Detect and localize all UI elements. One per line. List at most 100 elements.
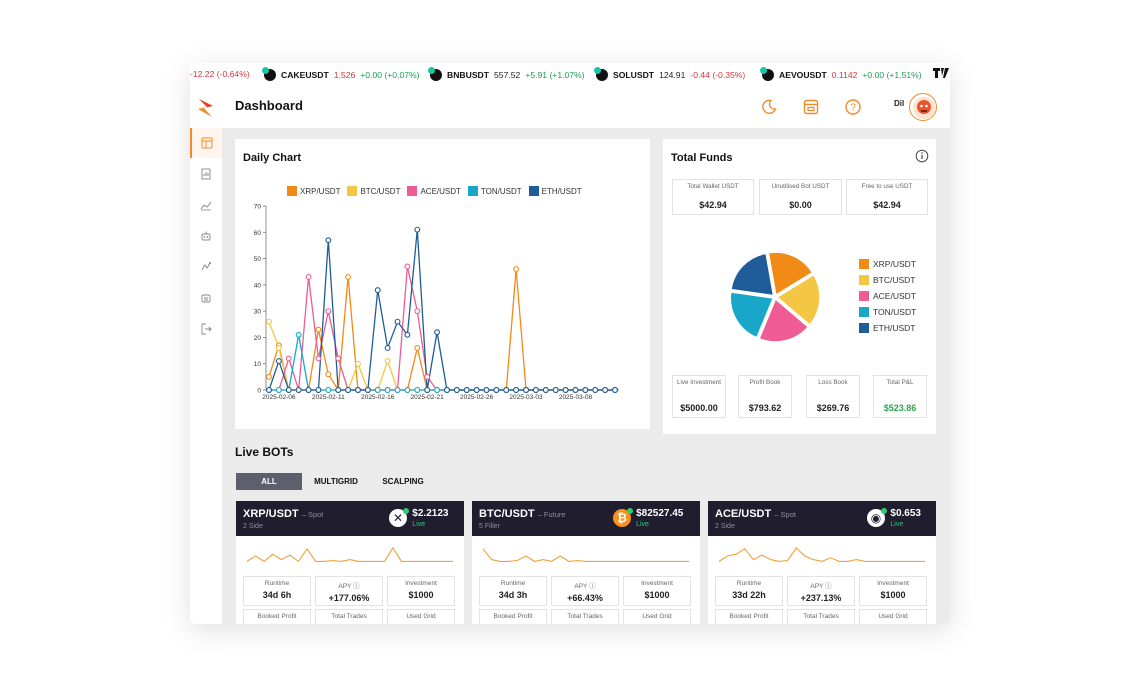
bot-card[interactable]: BTC/USDT – Future 5 Filler ₿ $82527.45 Live R… (472, 501, 700, 624)
bot-card[interactable]: XRP/USDT – Spot 2 Side ✕ $2.2123 Live Runtime… (236, 501, 464, 624)
help-icon[interactable]: ? (844, 98, 862, 116)
ticker-item[interactable]: CAKEUSDT 1.526 +0.00 (+0.07%) (262, 67, 420, 81)
data-point[interactable] (532, 387, 539, 393)
data-point[interactable] (266, 318, 272, 325)
data-point[interactable] (453, 387, 460, 393)
tab-scalping[interactable]: SCALPING (382, 477, 424, 486)
data-point[interactable] (523, 387, 529, 393)
ticker-item[interactable]: AEVOUSDT 0.1142 +0.00 (+1.51%) (760, 67, 922, 81)
data-point[interactable] (552, 387, 559, 393)
data-point[interactable] (275, 344, 282, 351)
data-point[interactable] (266, 387, 272, 393)
pie-legend-item[interactable]: ETH/USDT (859, 320, 916, 336)
data-point[interactable] (315, 355, 322, 362)
data-point[interactable] (394, 318, 401, 325)
sidebar-item-reports[interactable] (190, 159, 222, 189)
data-point[interactable] (325, 237, 332, 244)
data-point[interactable] (473, 387, 480, 393)
data-point[interactable] (493, 387, 500, 393)
info-icon[interactable] (915, 149, 929, 163)
data-point[interactable] (434, 387, 441, 393)
daily-chart-plot[interactable]: 0 10 20 30 40 50 60 70 2025-02-06 2025-02-11 2025-… (235, 139, 650, 429)
data-point[interactable] (394, 387, 401, 393)
data-point[interactable] (266, 373, 272, 380)
tab-multigrid[interactable]: MULTIGRID (314, 477, 358, 486)
pie-legend-item[interactable]: XRP/USDT (859, 256, 916, 272)
data-point[interactable] (305, 274, 312, 280)
data-point[interactable] (404, 263, 411, 270)
bot-card[interactable]: ACE/USDT – Spot 2 Side ◉ $0.653 Live Runtime 3… (708, 501, 936, 624)
pie-legend-item[interactable]: ACE/USDT (859, 288, 916, 304)
legend-item[interactable]: ACE/USDT (407, 186, 461, 196)
data-point[interactable] (384, 344, 391, 351)
tab-all[interactable]: ALL (236, 473, 302, 490)
data-point[interactable] (315, 387, 322, 393)
data-point[interactable] (404, 387, 411, 393)
data-point[interactable] (414, 226, 421, 233)
data-point[interactable] (424, 373, 431, 380)
data-point[interactable] (364, 387, 371, 393)
data-point[interactable] (335, 387, 342, 393)
data-point[interactable] (295, 387, 302, 393)
data-point[interactable] (513, 387, 520, 393)
legend-item[interactable]: XRP/USDT (287, 186, 340, 196)
legend-item[interactable]: BTC/USDT (347, 186, 400, 196)
data-point[interactable] (315, 326, 322, 333)
ticker-item[interactable]: SOLUSDT 124.91 -0.44 (-0.35%) (594, 67, 745, 81)
brand-logo-icon[interactable] (196, 97, 216, 119)
data-point[interactable] (612, 387, 618, 393)
data-point[interactable] (443, 387, 450, 393)
data-point[interactable] (434, 329, 441, 336)
data-point[interactable] (295, 331, 302, 338)
sidebar-item-analytics[interactable] (190, 190, 222, 220)
pie-slice[interactable] (758, 297, 810, 343)
data-point[interactable] (325, 308, 332, 315)
data-point[interactable] (345, 274, 352, 280)
pie-slice[interactable] (775, 273, 821, 327)
pie-slice[interactable] (767, 251, 814, 297)
avatar[interactable] (909, 93, 937, 121)
pie-legend-item[interactable]: TON/USDT (859, 304, 916, 320)
data-point[interactable] (463, 387, 470, 393)
sidebar-item-signals[interactable] (190, 252, 222, 282)
data-point[interactable] (542, 387, 549, 393)
data-point[interactable] (572, 387, 579, 393)
data-point[interactable] (275, 358, 282, 365)
data-point[interactable] (503, 387, 510, 393)
data-point[interactable] (325, 387, 332, 393)
data-point[interactable] (285, 355, 292, 362)
data-point[interactable] (275, 387, 282, 393)
window-icon[interactable] (802, 98, 820, 116)
data-point[interactable] (384, 387, 391, 393)
data-point[interactable] (414, 344, 421, 351)
sidebar-item-dashboard[interactable] (190, 128, 222, 158)
data-point[interactable] (592, 387, 599, 393)
tradingview-logo-icon[interactable] (932, 67, 950, 83)
moon-icon[interactable] (760, 98, 778, 116)
data-point[interactable] (345, 387, 352, 393)
sidebar-item-bots[interactable] (190, 221, 222, 251)
funds-pie-chart[interactable] (725, 247, 825, 347)
ticker-item[interactable]: -12.22 (-0.64%) (190, 69, 250, 79)
legend-item[interactable]: TON/USDT (467, 186, 522, 196)
pie-slice[interactable] (729, 291, 775, 339)
price-ticker[interactable]: -12.22 (-0.64%) CAKEUSDT 1.526 +0.00 (+0… (190, 63, 950, 87)
data-point[interactable] (374, 387, 381, 393)
data-point[interactable] (414, 387, 421, 393)
language-selector[interactable]: Dil (894, 99, 905, 108)
sidebar-item-robots[interactable] (190, 283, 222, 313)
data-point[interactable] (335, 355, 342, 362)
sidebar-item-logout[interactable] (190, 314, 222, 344)
data-point[interactable] (355, 360, 361, 367)
data-point[interactable] (483, 387, 490, 393)
ticker-item[interactable]: BNBUSDT 557.52 +5.91 (+1.07%) (428, 67, 585, 81)
data-point[interactable] (404, 331, 411, 338)
data-point[interactable] (325, 371, 332, 378)
data-point[interactable] (285, 387, 292, 393)
pie-legend-item[interactable]: BTC/USDT (859, 272, 916, 288)
data-point[interactable] (305, 387, 312, 393)
data-point[interactable] (414, 308, 421, 315)
data-point[interactable] (355, 387, 361, 393)
data-point[interactable] (513, 266, 520, 273)
legend-item[interactable]: ETH/USDT (528, 186, 582, 196)
